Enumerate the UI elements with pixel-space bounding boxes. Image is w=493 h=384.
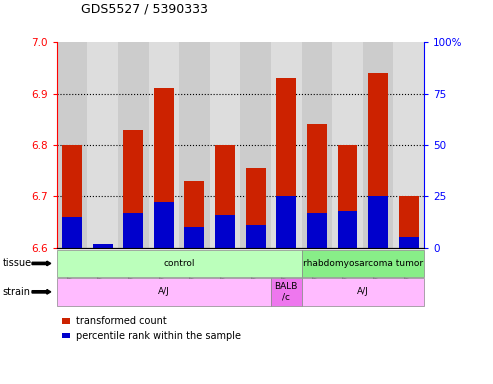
- Text: percentile rank within the sample: percentile rank within the sample: [76, 331, 242, 341]
- Bar: [246, 168, 266, 248]
- Text: tissue: tissue: [2, 258, 32, 268]
- Bar: [246, 225, 266, 248]
- Bar: [215, 145, 235, 248]
- Bar: [87, 42, 118, 248]
- Bar: [62, 217, 82, 248]
- Text: transformed count: transformed count: [76, 316, 167, 326]
- Bar: [338, 145, 357, 248]
- Bar: [154, 88, 174, 248]
- Bar: [210, 42, 240, 248]
- Bar: [302, 42, 332, 248]
- Bar: [93, 243, 112, 248]
- Bar: [154, 202, 174, 248]
- Bar: [332, 42, 363, 248]
- Bar: [368, 73, 388, 248]
- Bar: [276, 196, 296, 248]
- Text: GDS5527 / 5390333: GDS5527 / 5390333: [81, 2, 208, 15]
- Bar: [148, 42, 179, 248]
- Bar: [57, 42, 87, 248]
- Bar: [363, 42, 393, 248]
- Bar: [368, 196, 388, 248]
- Bar: [118, 42, 148, 248]
- Bar: [62, 145, 82, 248]
- Text: BALB
/c: BALB /c: [275, 282, 298, 301]
- Bar: [399, 196, 419, 248]
- Text: rhabdomyosarcoma tumor: rhabdomyosarcoma tumor: [303, 259, 423, 268]
- Bar: [393, 42, 424, 248]
- Bar: [184, 227, 205, 248]
- Bar: [338, 211, 357, 248]
- Bar: [241, 42, 271, 248]
- Text: control: control: [163, 259, 195, 268]
- Bar: [123, 213, 143, 248]
- Bar: [215, 215, 235, 248]
- Bar: [307, 124, 327, 248]
- Bar: [276, 78, 296, 248]
- Bar: [399, 237, 419, 248]
- Bar: [184, 181, 205, 248]
- Bar: [307, 213, 327, 248]
- Text: A/J: A/J: [158, 287, 170, 296]
- Bar: [123, 129, 143, 248]
- Bar: [271, 42, 302, 248]
- Bar: [179, 42, 210, 248]
- Text: A/J: A/J: [357, 287, 369, 296]
- Text: strain: strain: [2, 287, 31, 297]
